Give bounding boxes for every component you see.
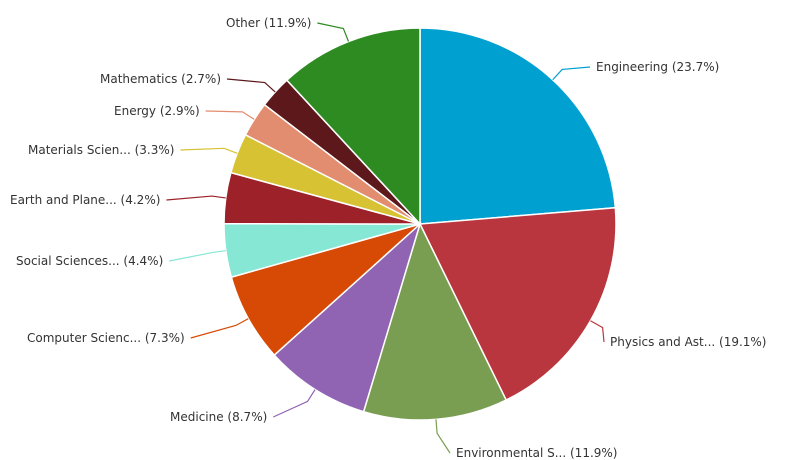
slice-label-1: Physics and Ast... (19.1%): [610, 335, 767, 349]
slice-label-7: Materials Scien... (3.3%): [28, 143, 174, 157]
pie-slice-2[interactable]: [362, 221, 508, 421]
slice-label-0: Engineering (23.7%): [596, 60, 719, 74]
pie-slice-0[interactable]: [419, 27, 617, 225]
leader-line-9: [226, 78, 276, 93]
leader-line-8: [205, 110, 255, 120]
pie-slice-1[interactable]: [418, 206, 617, 402]
leader-line-1: [590, 320, 605, 343]
pie-slice-3[interactable]: [273, 221, 422, 413]
leader-line-5: [169, 250, 226, 262]
leader-line-6: [166, 195, 226, 201]
leader-line-4: [190, 318, 249, 339]
slice-label-9: Mathematics (2.7%): [100, 72, 221, 86]
slice-label-3: Medicine (8.7%): [170, 410, 267, 424]
leader-lines: [166, 22, 605, 454]
slice-label-2: Environmental S... (11.9%): [456, 446, 617, 460]
slice-label-5: Social Sciences... (4.4%): [16, 254, 163, 268]
leader-line-7: [180, 147, 238, 154]
slice-labels: Engineering (23.7%) Physics and Ast... (1…: [10, 16, 767, 460]
leader-line-10: [317, 22, 350, 42]
slice-label-8: Energy (2.9%): [114, 104, 200, 118]
leader-line-3: [273, 389, 316, 418]
slice-label-10: Other (11.9%): [226, 16, 311, 30]
leader-line-2: [435, 419, 451, 454]
pie-slices: [223, 27, 617, 421]
slice-label-4: Computer Scienc... (7.3%): [27, 331, 185, 345]
pie-slice-10[interactable]: [285, 27, 421, 226]
leader-line-0: [552, 66, 591, 81]
slice-label-6: Earth and Plane... (4.2%): [10, 193, 160, 207]
